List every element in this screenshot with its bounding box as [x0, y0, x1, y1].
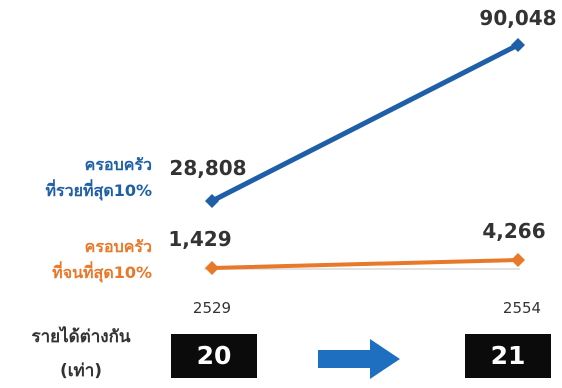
series-0-marker-1: [511, 38, 525, 52]
series-1-marker-1: [511, 253, 525, 267]
series-1-marker-0: [205, 261, 219, 275]
ratio-label: รายได้ต่างกัน (เท่า): [10, 320, 152, 388]
series-layer: 28,808 90,048 1,429 4,266: [168, 6, 557, 275]
series-0-value-label-0: 28,808: [169, 156, 246, 180]
legend-rich-line1: ครอบครัว: [84, 155, 152, 174]
series-1-value-label-0: 1,429: [168, 227, 231, 251]
series-line-0: [209, 42, 521, 204]
legend-rich-line2: ที่รวยที่สุด10%: [45, 181, 153, 200]
series-0-marker-0: [205, 194, 219, 208]
series-line-1: [210, 258, 520, 270]
series-0-value-label-1: 90,048: [479, 6, 556, 30]
ratio-label-line2: (เท่า): [59, 361, 103, 381]
ratio-label-line1: รายได้ต่างกัน: [31, 327, 131, 347]
ratio-start-box: 20: [171, 334, 257, 378]
legend-rich-label: ครอบครัว ที่รวยที่สุด10%: [6, 152, 153, 204]
legend-poor-label: ครอบครัว ที่จนที่สุด10%: [6, 234, 152, 286]
legend-poor-line1: ครอบครัว: [84, 237, 152, 256]
series-1-value-label-1: 4,266: [482, 219, 545, 243]
ratio-end-box: 21: [465, 334, 551, 378]
right-arrow-icon: [318, 339, 400, 379]
legend-poor-line2: ที่จนที่สุด10%: [52, 263, 152, 282]
x-tick-label-start: 2529: [193, 299, 231, 317]
x-tick-label-end: 2554: [503, 299, 541, 317]
